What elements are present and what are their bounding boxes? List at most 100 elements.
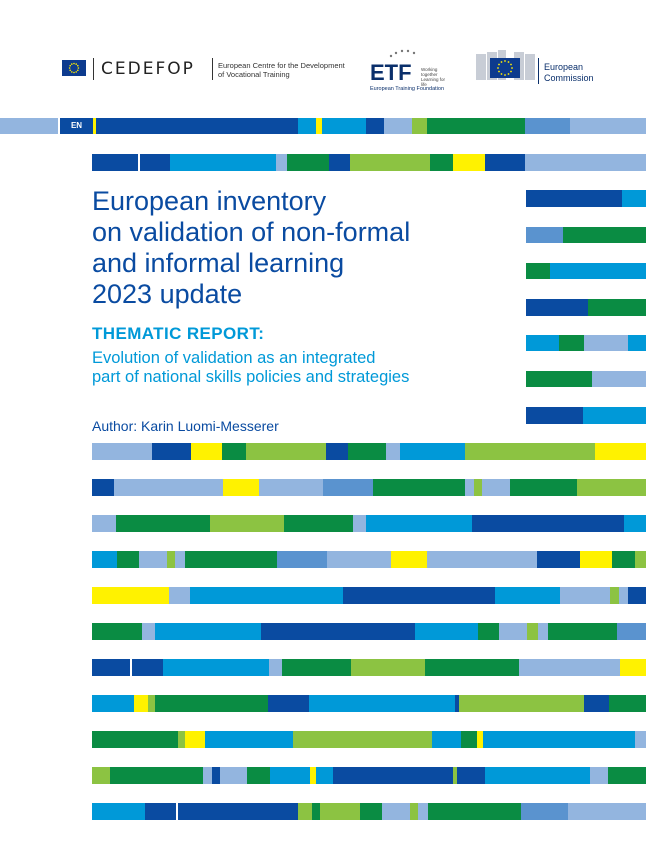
stripe-segment — [583, 407, 646, 424]
report-subtitle: Evolution of validation as an integrated… — [92, 349, 512, 387]
stripe-segment — [526, 335, 559, 351]
cedefop-divider — [93, 58, 94, 80]
stripe-segment — [635, 551, 646, 568]
stripe-segment — [366, 515, 472, 532]
stripe-segment — [212, 767, 220, 784]
stripe-segment — [92, 154, 138, 171]
subtitle-line: Evolution of validation as an integrated — [92, 349, 376, 367]
stripe-segment — [560, 587, 610, 604]
stripe-segment — [568, 803, 646, 820]
stripe-segment — [477, 731, 483, 748]
cedefop-desc-line: of Vocational Training — [218, 70, 290, 79]
stripe-segment — [526, 407, 583, 424]
stripe-segment — [485, 767, 590, 784]
stripe-segment — [624, 515, 646, 532]
cedefop-description: European Centre for the Development of V… — [218, 61, 348, 79]
report-title: European inventory on validation of non-… — [92, 186, 512, 310]
stripe-segment — [316, 767, 333, 784]
stars-icon — [389, 49, 416, 58]
stripe-segment — [291, 623, 415, 640]
stripe-segment — [495, 587, 560, 604]
stripe-segment — [298, 118, 316, 134]
stripe-segment — [343, 587, 495, 604]
stripe-segment — [287, 154, 329, 171]
stripe-segment — [117, 551, 139, 568]
title-line: European inventory — [92, 186, 327, 216]
stripe-segment — [428, 803, 521, 820]
stripe-segment — [222, 443, 246, 460]
stripe-segment — [410, 803, 418, 820]
stripe-segment — [0, 118, 58, 134]
stripe-segment — [608, 767, 646, 784]
stripe-segment — [92, 551, 117, 568]
stripe-segment — [570, 118, 646, 134]
stripe-segment — [525, 154, 646, 171]
thematic-report-label: THEMATIC REPORT: — [92, 324, 265, 343]
stripe-segment — [277, 551, 327, 568]
stripe-segment — [580, 551, 612, 568]
stripe-segment — [92, 443, 152, 460]
stripe-segment — [577, 479, 646, 496]
stripe-segment — [499, 623, 527, 640]
stripe-segment — [457, 767, 485, 784]
stripe-segment — [155, 695, 268, 712]
stripe-segment — [525, 118, 570, 134]
stripe-segment — [114, 479, 223, 496]
stripe-segment — [92, 659, 130, 676]
stripe-segment — [178, 731, 185, 748]
stripe-segment — [145, 803, 176, 820]
stripe-segment — [134, 695, 148, 712]
stripe-segment — [220, 767, 247, 784]
cedefop-divider-2 — [212, 58, 213, 80]
stripe-segment — [427, 551, 537, 568]
ec-name-line: Commission — [544, 73, 594, 83]
stripe-segment — [584, 695, 609, 712]
stripe-segment — [261, 623, 291, 640]
stripe-segment — [400, 443, 465, 460]
stripe-segment — [485, 154, 525, 171]
ec-name: European Commission — [544, 62, 594, 84]
stripe-segment — [175, 551, 185, 568]
stripe-segment — [519, 659, 620, 676]
stripe-segment — [526, 190, 622, 207]
stripe-segment — [459, 695, 584, 712]
eu-flag-icon — [62, 60, 86, 76]
stripe-segment — [527, 623, 538, 640]
stripe-segment — [163, 659, 269, 676]
stripe-segment — [93, 118, 96, 134]
stripe-segment — [312, 803, 320, 820]
stripe-segment — [526, 227, 563, 243]
stripe-segment — [465, 443, 595, 460]
stripe-segment — [322, 118, 366, 134]
stripe-segment — [483, 731, 635, 748]
stripe-segment — [635, 731, 646, 748]
stripe-segment — [360, 803, 382, 820]
ec-divider — [538, 58, 539, 84]
ec-building-flag-icon — [476, 50, 535, 80]
stripe-segment — [92, 731, 178, 748]
stripe-segment — [140, 154, 170, 171]
stripe-segment — [427, 118, 525, 134]
stripe-segment — [538, 623, 548, 640]
stripe-segment — [329, 154, 350, 171]
stripe-segment — [282, 659, 351, 676]
stripe-segment — [116, 515, 210, 532]
etf-wordmark: ETF — [370, 60, 412, 85]
stripe-segment — [246, 443, 326, 460]
stripe-segment — [609, 695, 646, 712]
stripe-segment — [461, 731, 477, 748]
stripe-segment — [366, 118, 384, 134]
title-line: on validation of non-formal — [92, 217, 411, 247]
stripe-segment — [210, 515, 284, 532]
stripe-segment — [432, 731, 461, 748]
stripe-segment — [326, 443, 348, 460]
stripe-segment — [526, 299, 588, 316]
stripe-segment — [501, 515, 624, 532]
stripe-segment — [203, 767, 212, 784]
stripe-segment — [353, 515, 366, 532]
stripe-segment — [453, 767, 457, 784]
stripe-segment — [205, 731, 293, 748]
stripe-segment — [559, 335, 584, 351]
stripe-segment — [628, 587, 646, 604]
stripe-segment — [588, 299, 646, 316]
